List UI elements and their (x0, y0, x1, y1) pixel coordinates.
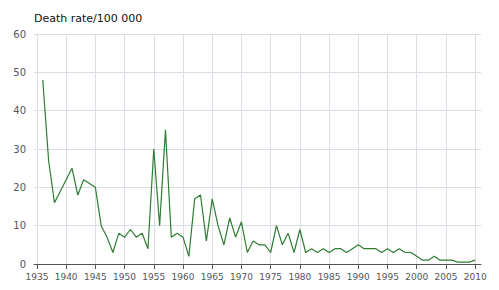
svg-text:2005: 2005 (434, 272, 457, 282)
svg-text:2010: 2010 (464, 272, 487, 282)
svg-text:1960: 1960 (172, 272, 195, 282)
svg-text:Death rate/100 000: Death rate/100 000 (34, 12, 142, 25)
svg-text:1980: 1980 (288, 272, 311, 282)
svg-text:1975: 1975 (259, 272, 282, 282)
svg-text:20: 20 (13, 182, 26, 193)
svg-text:30: 30 (13, 144, 26, 155)
svg-text:0: 0 (20, 259, 26, 270)
svg-text:40: 40 (13, 105, 26, 116)
svg-text:1940: 1940 (55, 272, 78, 282)
svg-text:1950: 1950 (113, 272, 136, 282)
svg-text:1965: 1965 (201, 272, 224, 282)
svg-text:1955: 1955 (142, 272, 165, 282)
svg-text:2000: 2000 (405, 272, 428, 282)
svg-text:60: 60 (13, 29, 26, 40)
svg-text:1990: 1990 (347, 272, 370, 282)
svg-text:1995: 1995 (376, 272, 399, 282)
svg-text:1970: 1970 (230, 272, 253, 282)
svg-text:1935: 1935 (25, 272, 48, 282)
svg-text:10: 10 (13, 220, 26, 231)
svg-text:50: 50 (13, 67, 26, 78)
svg-text:1945: 1945 (84, 272, 107, 282)
svg-text:1985: 1985 (318, 272, 341, 282)
